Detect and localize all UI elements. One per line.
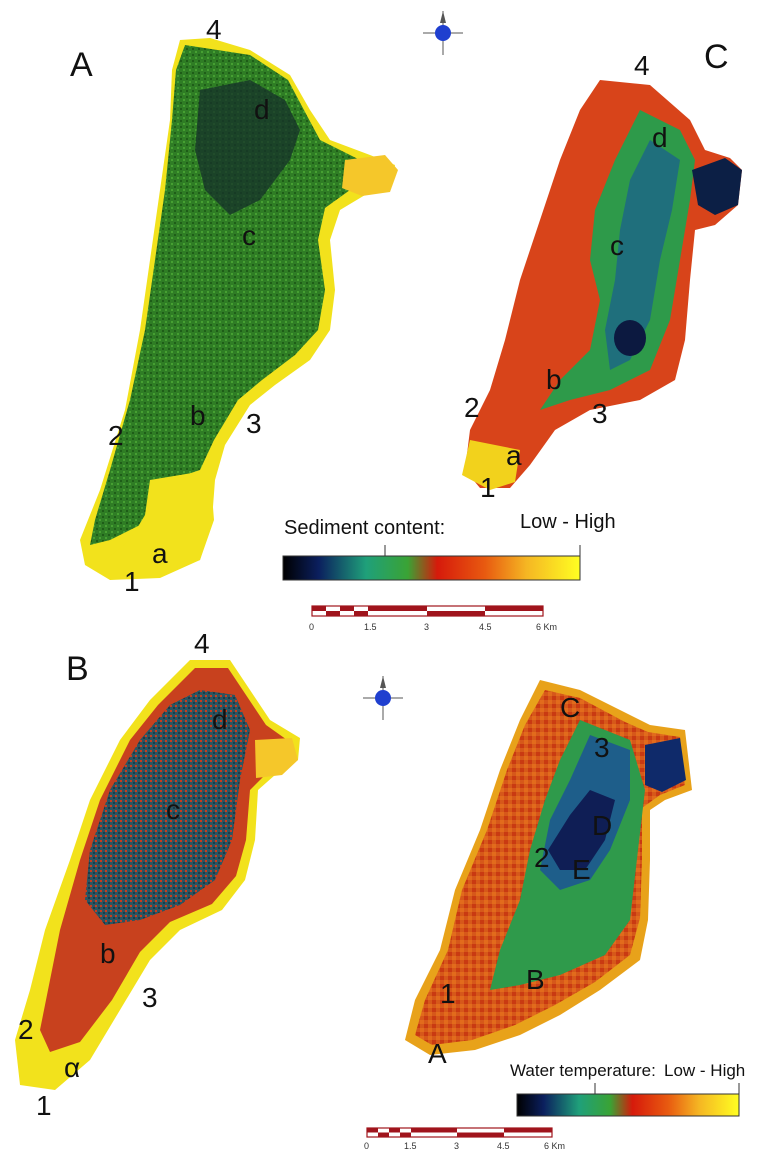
north-arrow-icon-2 <box>363 676 403 720</box>
scale-bar-bottom <box>366 1127 553 1138</box>
panel-c-point-3: 3 <box>592 398 608 429</box>
panel-c-point-1: 1 <box>480 472 496 503</box>
panel-d-zone-C: C <box>560 692 581 723</box>
panel-a-letter: A <box>70 46 93 84</box>
panel-b-letter: B <box>66 650 89 688</box>
panel-a-yellow-lobe <box>105 470 214 575</box>
panel-d-zone-D: D <box>592 810 613 841</box>
temperature-legend-range: Low - High <box>664 1061 746 1080</box>
panel-a-point-1: 1 <box>124 566 140 597</box>
sediment-color-ramp <box>282 555 581 581</box>
panel-c-letter: C <box>704 38 729 76</box>
panel-c-zone-a: a <box>506 440 522 471</box>
panel-d-point-3: 3 <box>594 732 610 763</box>
panel-a-dark-core <box>195 80 300 215</box>
panel-d-dark-zone <box>548 790 615 870</box>
scale-bottom-tick-0: 0 <box>364 1141 370 1151</box>
panel-b-zone-a: α <box>64 1052 81 1083</box>
panel-a-map <box>80 38 398 580</box>
panel-d-point-1: 1 <box>440 978 456 1009</box>
panel-b-zone-d: d <box>212 704 228 735</box>
panel-b-zone-c: c <box>166 794 180 825</box>
panel-a-zone-d: d <box>254 94 270 125</box>
panel-c-zone-b: b <box>546 364 562 395</box>
panel-b-point-3: 3 <box>142 982 158 1013</box>
scale-bottom-tick-2: 3 <box>454 1141 460 1151</box>
scale-bottom-tick-1: 1.5 <box>404 1141 417 1151</box>
panel-a-point-3: 3 <box>246 408 262 439</box>
panel-c-east-arm <box>692 158 742 215</box>
panel-c-map <box>462 80 742 490</box>
panel-d-zone-A: A <box>428 1038 447 1069</box>
panel-c-point-4: 4 <box>634 50 650 81</box>
panel-a-zone-b: b <box>190 400 206 431</box>
scale-top-tick-3: 4.5 <box>479 622 492 632</box>
scale-top-tick-1: 1.5 <box>364 622 377 632</box>
scale-bottom-tick-3: 4.5 <box>497 1141 510 1151</box>
panel-c-zone-d: d <box>652 122 668 153</box>
panel-b-east-arm <box>255 738 298 778</box>
scale-top-tick-0: 0 <box>309 622 315 632</box>
panel-a-zone-c: c <box>242 220 256 251</box>
panel-b-point-2: 2 <box>18 1014 34 1045</box>
panel-d-zone-B: B <box>526 964 545 995</box>
panel-a-point-2: 2 <box>108 420 124 451</box>
panel-b-dark-core <box>85 690 250 925</box>
panel-b-map <box>15 660 300 1090</box>
panel-b-point-1: 1 <box>36 1090 52 1121</box>
panel-d-map <box>405 680 692 1055</box>
panel-c-yellow-tip <box>462 440 520 490</box>
scale-top-tick-4: 6 Km <box>536 622 558 632</box>
panel-b-point-4: 4 <box>194 628 210 659</box>
sediment-legend-title: Sediment content: <box>284 517 446 539</box>
temperature-legend-title: Water temperature: <box>510 1061 656 1080</box>
temperature-color-ramp <box>516 1093 740 1117</box>
panel-d-point-2: 2 <box>534 842 550 873</box>
panel-d-zone-E: E <box>572 854 591 885</box>
panel-a-zone-a: a <box>152 538 168 569</box>
scale-top-tick-2: 3 <box>424 622 430 632</box>
panel-d-east-arm <box>645 738 686 792</box>
panel-c-deep-blob <box>614 320 646 356</box>
panel-c-point-2: 2 <box>464 392 480 423</box>
north-arrow-icon <box>423 11 463 55</box>
panel-c-teal-zone <box>605 140 680 370</box>
sediment-legend-range: Low - High <box>520 511 616 533</box>
panel-a-point-4: 4 <box>206 14 222 45</box>
panel-b-zone-b: b <box>100 938 116 969</box>
scale-bottom-tick-4: 6 Km <box>544 1141 566 1151</box>
panel-a-water <box>90 45 380 545</box>
scale-bar-top <box>311 605 544 617</box>
panel-a-east-arm <box>342 155 398 196</box>
panel-c-zone-c: c <box>610 230 624 261</box>
